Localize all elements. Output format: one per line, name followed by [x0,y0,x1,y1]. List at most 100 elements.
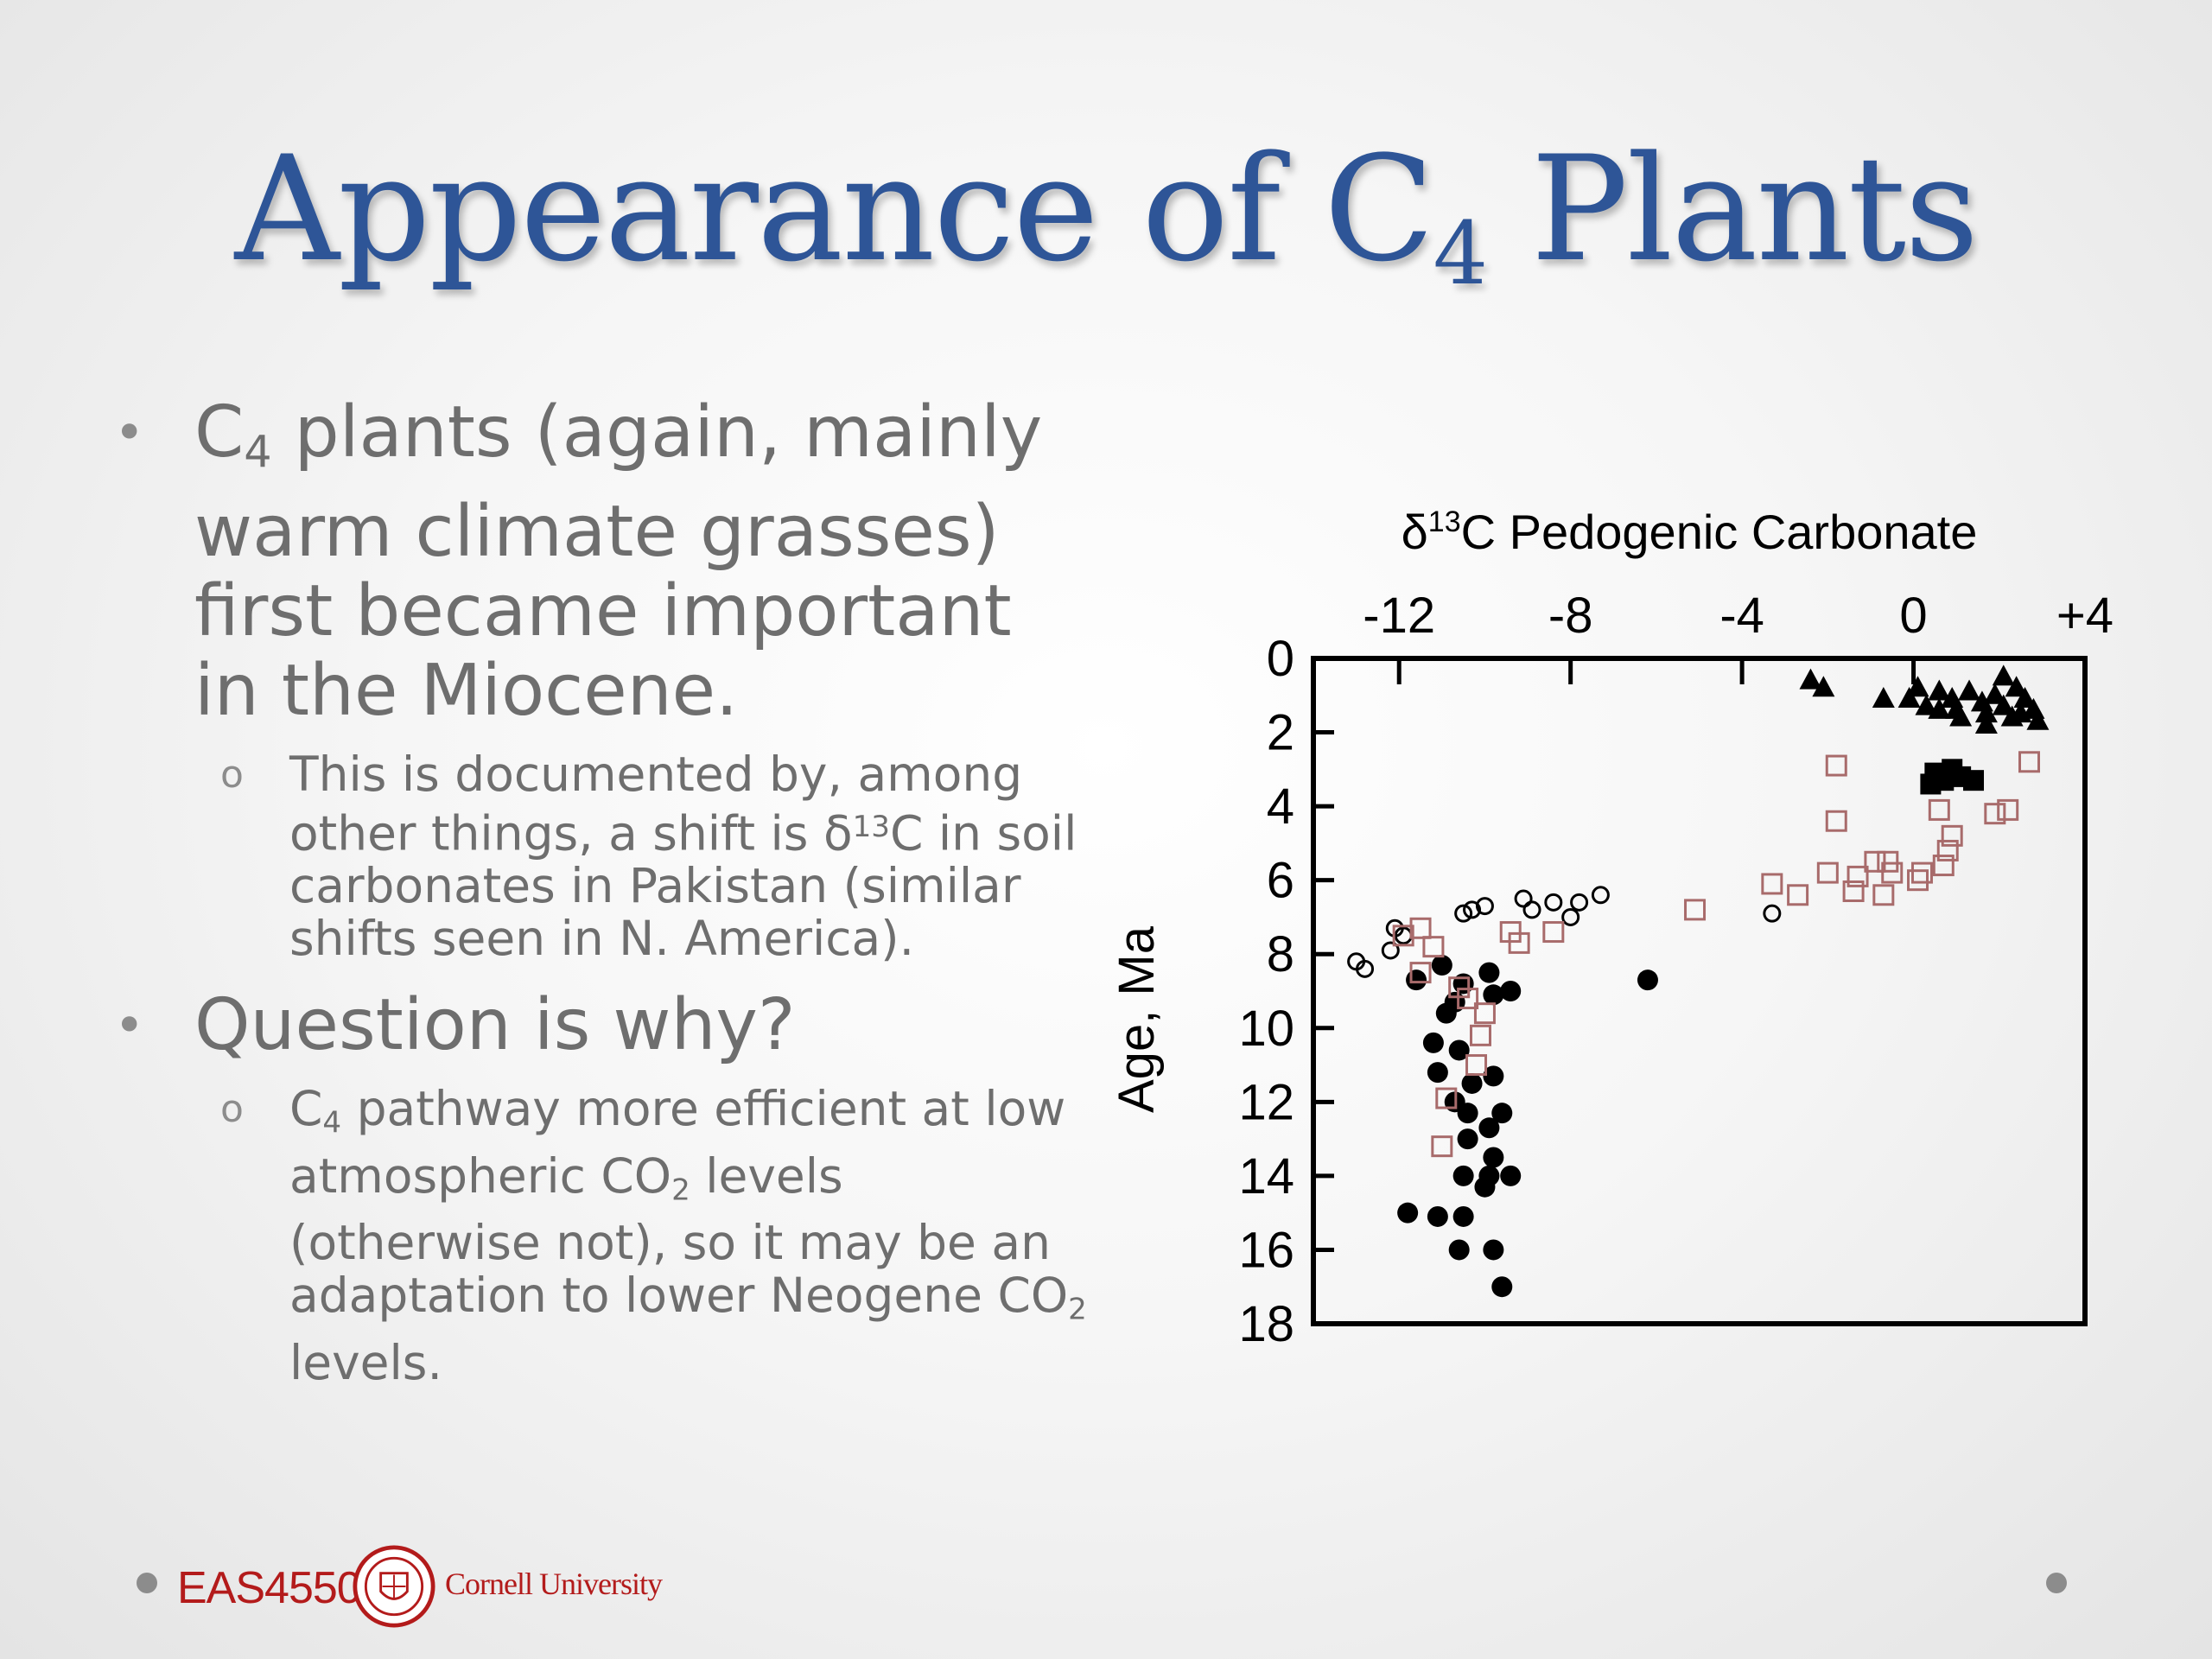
bullet-1: • C4 plants (again, mainly warm climate … [114,391,1043,732]
bullet-marker: • [114,995,145,1057]
open-square-point [1409,917,1432,939]
y-axis-label: Age, Ma [1109,925,1165,1113]
filled-triangle-point [1906,676,1929,697]
filled-circle-point [1427,1205,1448,1227]
filled-triangle-point [1872,687,1895,709]
filled-circle-point [1478,1165,1500,1186]
filled-triangle-point [2005,676,2028,697]
filled-triangle-point [1928,679,1951,701]
filled-circle-point [1406,969,1427,991]
open-square-point [1864,850,1886,873]
open-square-point [1825,810,1847,832]
y-tick-label: 10 [1238,1001,1294,1057]
filled-circle-point [1478,1117,1500,1139]
filled-circle-point [1444,991,1465,1013]
open-circle-point [1591,886,1610,905]
filled-circle-point [1452,1165,1474,1186]
slide-title: Appearance of C4 Plants [234,124,1980,304]
open-square-point [1542,921,1565,944]
x-tick-label: -4 [1719,588,1764,644]
open-square-point [1847,865,1869,887]
y-axis-ticks: 0 2 4 6 8 10 12 14 16 18 [1238,631,1334,1352]
y-tick-label: 8 [1267,926,1294,982]
filled-triangle-point [1915,694,1938,715]
filled-circle-point [1448,1039,1470,1061]
open-square-point [1877,850,1899,873]
open-square-point [1508,931,1530,954]
open-circle-point [1561,907,1580,926]
x-tick-label: +4 [2056,588,2113,644]
filled-circle-point [1452,973,1474,995]
filled-square-point [1920,773,1942,795]
filled-circle-point [1637,969,1658,991]
chart-title: δ13C Pedogenic Carbonate [1402,510,1978,559]
bullet-marker: • [114,403,145,463]
filled-triangle-point [1928,697,1951,719]
open-circle-point [1544,893,1563,912]
open-square-point [1932,855,1955,877]
open-circle-point [1463,900,1482,919]
data-points [1347,664,2050,1298]
open-square-point [1997,798,2019,821]
filled-square-point [1963,770,1985,791]
open-square-point [1825,754,1847,777]
footer-dot-left [137,1573,157,1593]
filled-triangle-point [2013,687,2037,709]
open-circle-point [1381,941,1400,960]
sub-bullet-marker: o [220,752,244,797]
filled-circle-point [1427,1062,1448,1084]
filled-triangle-point [1992,694,2015,715]
filled-circle-point [1448,1239,1470,1261]
x-tick-label: -8 [1548,588,1593,644]
open-square-point [1473,1002,1496,1025]
bullet-2: • Question is why? [114,984,796,1067]
filled-circle-point [1491,1103,1513,1124]
open-square-point [1422,936,1445,958]
filled-circle-point [1431,955,1452,976]
filled-triangle-point [1992,664,2015,686]
filled-circle-point [1397,1202,1419,1224]
open-circle-point [1454,904,1473,923]
university-name: Cornell University [445,1567,663,1601]
filled-triangle-point [1949,705,1973,727]
open-square-point [1941,824,1963,847]
open-square-point [1457,988,1479,1010]
x-tick-label: 0 [1899,588,1927,644]
open-square-point [1910,861,1933,884]
sub-bullet-1: o This is documented by, among other thi… [220,746,1077,967]
filled-triangle-point [2009,702,2032,723]
sub-bullet-marker: o [220,1087,244,1132]
open-circle-point [1514,889,1533,908]
open-square-point [1907,869,1929,892]
x-axis-ticks: -12 -8 -4 0 +4 [1363,588,2113,684]
x-tick-label: -12 [1363,588,1435,644]
filled-circle-point [1478,962,1500,983]
open-square-point [1469,1024,1491,1046]
open-square-point [1936,839,1959,861]
y-tick-label: 6 [1267,853,1294,909]
open-square-point [1787,884,1809,906]
open-circle-point [1356,959,1375,978]
y-tick-label: 2 [1267,705,1294,761]
open-circle-point [1570,893,1589,912]
y-tick-label: 4 [1267,779,1294,835]
filled-circle-point [1500,981,1522,1001]
footer-dot-right [2046,1573,2067,1593]
filled-circle-point [1483,1065,1504,1087]
filled-triangle-point [1974,713,1998,734]
y-tick-label: 18 [1238,1296,1294,1352]
open-square-point [1431,1135,1453,1158]
course-code: EAS4550 [177,1563,362,1613]
open-square-point [1392,925,1414,947]
filled-circle-point [1500,1165,1522,1186]
filled-triangle-point [1799,668,1822,690]
filled-circle-point [1491,1276,1513,1298]
open-square-point [1881,861,1904,884]
filled-triangle-point [2026,709,2050,730]
plot-frame [1311,656,2088,1326]
filled-circle-point [1452,1205,1474,1227]
cornell-seal-icon [353,1545,435,1628]
open-square-point [1761,873,1783,895]
filled-triangle-point [1897,687,1921,709]
open-circle-point [1475,897,1494,916]
